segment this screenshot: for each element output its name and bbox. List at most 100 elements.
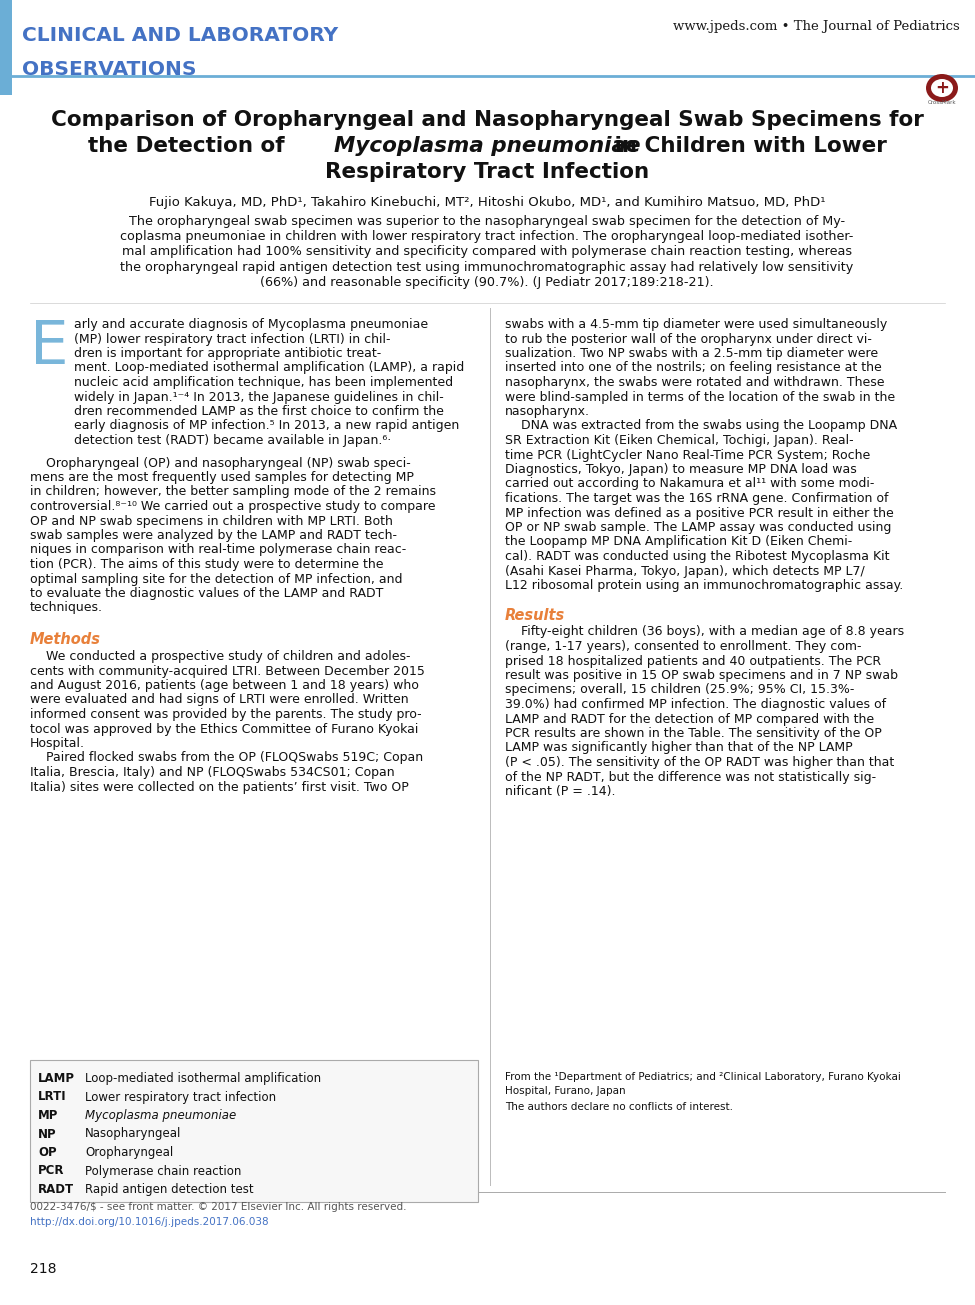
Text: OBSERVATIONS: OBSERVATIONS xyxy=(22,60,197,80)
Text: in children; however, the better sampling mode of the 2 remains: in children; however, the better samplin… xyxy=(30,485,436,499)
Text: nificant (P = .14).: nificant (P = .14). xyxy=(505,786,615,797)
Text: OP and NP swab specimens in children with MP LRTI. Both: OP and NP swab specimens in children wit… xyxy=(30,514,393,527)
Text: PCR results are shown in the Table. The sensitivity of the OP: PCR results are shown in the Table. The … xyxy=(505,727,881,740)
Text: Respiratory Tract Infection: Respiratory Tract Infection xyxy=(325,162,649,181)
Text: mens are the most frequently used samples for detecting MP: mens are the most frequently used sample… xyxy=(30,471,413,484)
Text: LRTI: LRTI xyxy=(38,1091,66,1104)
Text: inserted into one of the nostrils; on feeling resistance at the: inserted into one of the nostrils; on fe… xyxy=(505,361,881,375)
Text: LAMP was significantly higher than that of the NP LAMP: LAMP was significantly higher than that … xyxy=(505,741,852,754)
Text: www.jpeds.com • The Journal of Pediatrics: www.jpeds.com • The Journal of Pediatric… xyxy=(674,20,960,33)
Text: to evaluate the diagnostic values of the LAMP and RADT: to evaluate the diagnostic values of the… xyxy=(30,587,383,600)
Text: NP: NP xyxy=(38,1128,57,1141)
Text: were blind-sampled in terms of the location of the swab in the: were blind-sampled in terms of the locat… xyxy=(505,390,895,403)
Text: 39.0%) had confirmed MP infection. The diagnostic values of: 39.0%) had confirmed MP infection. The d… xyxy=(505,698,886,711)
Text: prised 18 hospitalized patients and 40 outpatients. The PCR: prised 18 hospitalized patients and 40 o… xyxy=(505,655,881,667)
Text: dren is important for appropriate antibiotic treat-: dren is important for appropriate antibi… xyxy=(74,347,381,360)
Text: Polymerase chain reaction: Polymerase chain reaction xyxy=(85,1164,242,1177)
Text: cal). RADT was conducted using the Ribotest Mycoplasma Kit: cal). RADT was conducted using the Ribot… xyxy=(505,549,889,562)
FancyBboxPatch shape xyxy=(30,1060,478,1202)
Text: fications. The target was the 16S rRNA gene. Confirmation of: fications. The target was the 16S rRNA g… xyxy=(505,492,888,505)
Text: and August 2016, patients (age between 1 and 18 years) who: and August 2016, patients (age between 1… xyxy=(30,679,419,692)
Text: nucleic acid amplification technique, has been implemented: nucleic acid amplification technique, ha… xyxy=(74,376,453,389)
Text: From the ¹Department of Pediatrics; and ²Clinical Laboratory, Furano Kyokai: From the ¹Department of Pediatrics; and … xyxy=(505,1071,901,1082)
Text: Diagnostics, Tokyo, Japan) to measure MP DNA load was: Diagnostics, Tokyo, Japan) to measure MP… xyxy=(505,463,857,476)
Text: Mycoplasma pneumoniae: Mycoplasma pneumoniae xyxy=(85,1109,236,1122)
Text: swabs with a 4.5-mm tip diameter were used simultaneously: swabs with a 4.5-mm tip diameter were us… xyxy=(505,318,887,331)
Text: We conducted a prospective study of children and adoles-: We conducted a prospective study of chil… xyxy=(30,650,410,663)
Text: 0022-3476/$ - see front matter. © 2017 Elsevier Inc. All rights reserved.: 0022-3476/$ - see front matter. © 2017 E… xyxy=(30,1202,407,1212)
Text: time PCR (LightCycler Nano Real-Time PCR System; Roche: time PCR (LightCycler Nano Real-Time PCR… xyxy=(505,449,871,462)
Text: nasopharynx, the swabs were rotated and withdrawn. These: nasopharynx, the swabs were rotated and … xyxy=(505,376,884,389)
Text: Fujio Kakuya, MD, PhD¹, Takahiro Kinebuchi, MT², Hitoshi Okubo, MD¹, and Kumihir: Fujio Kakuya, MD, PhD¹, Takahiro Kinebuc… xyxy=(149,196,825,209)
Text: L12 ribosomal protein using an immunochromatographic assay.: L12 ribosomal protein using an immunochr… xyxy=(505,579,903,592)
Text: carried out according to Nakamura et al¹¹ with some modi-: carried out according to Nakamura et al¹… xyxy=(505,478,875,491)
Text: E: E xyxy=(30,318,68,377)
Text: (66%) and reasonable specificity (90.7%). (J Pediatr 2017;189:218-21).: (66%) and reasonable specificity (90.7%)… xyxy=(260,275,714,288)
Text: DNA was extracted from the swabs using the Loopamp DNA: DNA was extracted from the swabs using t… xyxy=(505,419,897,432)
Text: Mycoplasma pneumoniae: Mycoplasma pneumoniae xyxy=(333,136,641,157)
Text: were evaluated and had signs of LRTI were enrolled. Written: were evaluated and had signs of LRTI wer… xyxy=(30,693,409,706)
Text: The oropharyngeal swab specimen was superior to the nasopharyngeal swab specimen: The oropharyngeal swab specimen was supe… xyxy=(129,215,845,228)
Text: widely in Japan.¹⁻⁴ In 2013, the Japanese guidelines in chil-: widely in Japan.¹⁻⁴ In 2013, the Japanes… xyxy=(74,390,444,403)
Text: tocol was approved by the Ethics Committee of Furano Kyokai: tocol was approved by the Ethics Committ… xyxy=(30,723,418,736)
Text: nasopharynx.: nasopharynx. xyxy=(505,405,590,418)
Text: OP: OP xyxy=(38,1146,57,1159)
Text: Paired flocked swabs from the OP (FLOQSwabs 519C; Copan: Paired flocked swabs from the OP (FLOQSw… xyxy=(30,752,423,765)
Text: (range, 1-17 years), consented to enrollment. They com-: (range, 1-17 years), consented to enroll… xyxy=(505,639,862,652)
FancyBboxPatch shape xyxy=(0,0,12,95)
Text: MP: MP xyxy=(38,1109,58,1122)
Text: Lower respiratory tract infection: Lower respiratory tract infection xyxy=(85,1091,276,1104)
Text: the Detection of                                            in Children with Low: the Detection of in Children with Low xyxy=(88,136,886,157)
Text: (Asahi Kasei Pharma, Tokyo, Japan), which detects MP L7/: (Asahi Kasei Pharma, Tokyo, Japan), whic… xyxy=(505,565,865,578)
Text: result was positive in 15 OP swab specimens and in 7 NP swab: result was positive in 15 OP swab specim… xyxy=(505,669,898,683)
Text: (MP) lower respiratory tract infection (LRTI) in chil-: (MP) lower respiratory tract infection (… xyxy=(74,333,391,346)
Text: detection test (RADT) became available in Japan.⁶‧: detection test (RADT) became available i… xyxy=(74,435,391,448)
Text: tion (PCR). The aims of this study were to determine the: tion (PCR). The aims of this study were … xyxy=(30,559,383,572)
Text: PCR: PCR xyxy=(38,1164,64,1177)
Text: LAMP: LAMP xyxy=(38,1071,75,1084)
Text: optimal sampling site for the detection of MP infection, and: optimal sampling site for the detection … xyxy=(30,573,403,586)
Text: coplasma pneumoniae in children with lower respiratory tract infection. The orop: coplasma pneumoniae in children with low… xyxy=(120,230,854,243)
Text: niques in comparison with real-time polymerase chain reac-: niques in comparison with real-time poly… xyxy=(30,543,407,556)
Text: Italia) sites were collected on the patients’ first visit. Two OP: Italia) sites were collected on the pati… xyxy=(30,780,409,793)
Text: Loop-mediated isothermal amplification: Loop-mediated isothermal amplification xyxy=(85,1071,321,1084)
Text: controversial.⁸⁻¹⁰ We carried out a prospective study to compare: controversial.⁸⁻¹⁰ We carried out a pros… xyxy=(30,500,436,513)
Text: OP or NP swab sample. The LAMP assay was conducted using: OP or NP swab sample. The LAMP assay was… xyxy=(505,521,891,534)
Text: CrossMark: CrossMark xyxy=(927,100,956,104)
Text: Hospital.: Hospital. xyxy=(30,737,85,750)
Text: mal amplification had 100% sensitivity and specificity compared with polymerase : mal amplification had 100% sensitivity a… xyxy=(122,245,852,258)
Text: to rub the posterior wall of the oropharynx under direct vi-: to rub the posterior wall of the orophar… xyxy=(505,333,872,346)
Text: arly and accurate diagnosis of Mycoplasma pneumoniae: arly and accurate diagnosis of Mycoplasm… xyxy=(74,318,428,331)
Text: specimens; overall, 15 children (25.9%; 95% CI, 15.3%-: specimens; overall, 15 children (25.9%; … xyxy=(505,684,854,697)
Text: Rapid antigen detection test: Rapid antigen detection test xyxy=(85,1184,254,1195)
Text: the Loopamp MP DNA Amplification Kit D (Eiken Chemi-: the Loopamp MP DNA Amplification Kit D (… xyxy=(505,535,852,548)
Text: informed consent was provided by the parents. The study pro-: informed consent was provided by the par… xyxy=(30,709,421,720)
Text: Hospital, Furano, Japan: Hospital, Furano, Japan xyxy=(505,1086,626,1096)
Text: cents with community-acquired LTRI. Between December 2015: cents with community-acquired LTRI. Betw… xyxy=(30,664,425,677)
Text: MP infection was defined as a positive PCR result in either the: MP infection was defined as a positive P… xyxy=(505,506,894,519)
Text: SR Extraction Kit (Eiken Chemical, Tochigi, Japan). Real-: SR Extraction Kit (Eiken Chemical, Tochi… xyxy=(505,435,854,448)
Text: Oropharyngeal: Oropharyngeal xyxy=(85,1146,174,1159)
Text: 218: 218 xyxy=(30,1262,57,1276)
Text: Methods: Methods xyxy=(30,632,101,647)
Text: dren recommended LAMP as the first choice to confirm the: dren recommended LAMP as the first choic… xyxy=(74,405,444,418)
Text: CLINICAL AND LABORATORY: CLINICAL AND LABORATORY xyxy=(22,26,338,44)
Text: http://dx.doi.org/10.1016/j.jpeds.2017.06.038: http://dx.doi.org/10.1016/j.jpeds.2017.0… xyxy=(30,1218,269,1227)
Text: sualization. Two NP swabs with a 2.5-mm tip diameter were: sualization. Two NP swabs with a 2.5-mm … xyxy=(505,347,878,360)
Text: techniques.: techniques. xyxy=(30,602,103,615)
Text: The authors declare no conflicts of interest.: The authors declare no conflicts of inte… xyxy=(505,1101,733,1112)
Text: RADT: RADT xyxy=(38,1184,74,1195)
Text: LAMP and RADT for the detection of MP compared with the: LAMP and RADT for the detection of MP co… xyxy=(505,713,875,726)
Text: Nasopharyngeal: Nasopharyngeal xyxy=(85,1128,181,1141)
Text: +: + xyxy=(935,80,949,97)
Text: swab samples were analyzed by the LAMP and RADT tech-: swab samples were analyzed by the LAMP a… xyxy=(30,529,397,542)
Ellipse shape xyxy=(926,74,958,102)
Text: Results: Results xyxy=(505,608,566,622)
Ellipse shape xyxy=(931,80,953,97)
Text: Italia, Brescia, Italy) and NP (FLOQSwabs 534CS01; Copan: Italia, Brescia, Italy) and NP (FLOQSwab… xyxy=(30,766,395,779)
Text: Oropharyngeal (OP) and nasopharyngeal (NP) swab speci-: Oropharyngeal (OP) and nasopharyngeal (N… xyxy=(30,457,410,470)
Text: early diagnosis of MP infection.⁵ In 2013, a new rapid antigen: early diagnosis of MP infection.⁵ In 201… xyxy=(74,419,459,432)
Text: Fifty-eight children (36 boys), with a median age of 8.8 years: Fifty-eight children (36 boys), with a m… xyxy=(505,625,904,638)
Text: of the NP RADT, but the difference was not statistically sig-: of the NP RADT, but the difference was n… xyxy=(505,770,877,783)
Text: the oropharyngeal rapid antigen detection test using immunochromatographic assay: the oropharyngeal rapid antigen detectio… xyxy=(120,261,854,274)
